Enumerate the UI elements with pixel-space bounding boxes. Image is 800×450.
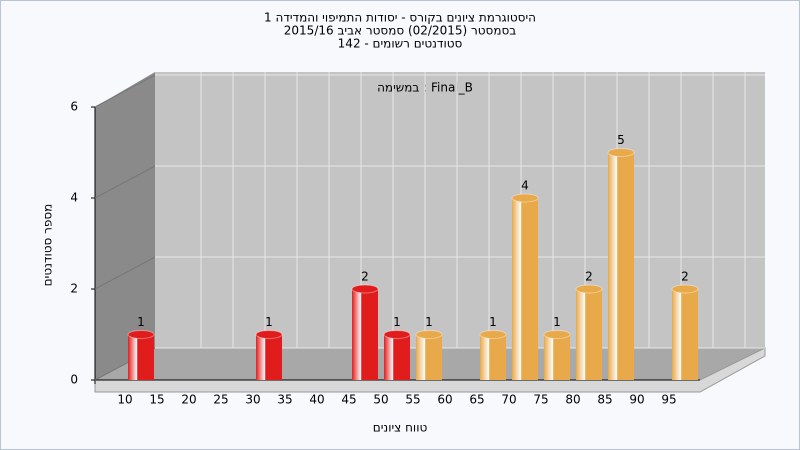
x-tick-label: 55	[405, 393, 420, 407]
value-label: 1	[489, 315, 497, 329]
bar-top	[671, 284, 699, 294]
grid-line	[94, 74, 156, 108]
x-tick-label: 65	[469, 393, 484, 407]
bar	[384, 334, 410, 380]
bar-group	[127, 330, 155, 380]
value-label: 2	[585, 270, 593, 284]
x-tick-label: 80	[565, 393, 580, 407]
grid-line	[94, 256, 156, 290]
bar	[128, 334, 154, 380]
x-tick-label: 85	[597, 393, 612, 407]
bar-group	[671, 284, 699, 380]
bar-top	[351, 284, 379, 294]
value-label: 1	[393, 315, 401, 329]
x-axis-label: טווח ציונים	[373, 421, 428, 435]
bar	[576, 289, 602, 380]
value-label: 1	[425, 315, 433, 329]
bar-group	[383, 330, 411, 380]
bar-group	[351, 284, 379, 380]
y-axis-label: מספר סטודנטים	[41, 204, 55, 287]
y-tick-label: 0	[70, 373, 78, 387]
bar-group	[575, 284, 603, 380]
bar-top	[415, 330, 443, 339]
x-tick-label: 50	[373, 393, 388, 407]
x-tick-label: 25	[213, 393, 228, 407]
y-tick-label: 2	[70, 282, 78, 296]
value-label: 2	[361, 270, 369, 284]
bar	[416, 334, 442, 380]
x-tick-label: 20	[181, 393, 196, 407]
bar-group	[607, 148, 635, 380]
x-tick-label: 75	[533, 393, 548, 407]
title-line: בסמסטר (02/2015) סמסטר אביב 2015/16	[284, 24, 516, 38]
grid-line	[94, 165, 156, 199]
bar-top	[607, 148, 635, 157]
bar	[480, 334, 506, 380]
title-line: היסטוגרמת ציונים בקורס - יסודות התמיפוי …	[264, 11, 536, 25]
x-tick-label: 45	[341, 393, 356, 407]
value-label: 2	[681, 270, 689, 284]
bar	[672, 289, 698, 380]
value-label: 5	[617, 133, 625, 147]
bar	[256, 334, 282, 380]
y-tick-label: 6	[70, 100, 78, 114]
bar-top	[127, 330, 155, 339]
bar-top	[543, 330, 571, 339]
x-tick-label: 15	[149, 393, 164, 407]
x-tick-label: 40	[309, 393, 324, 407]
bar-group	[479, 330, 507, 380]
value-label: 4	[521, 179, 529, 193]
bar-group	[255, 330, 283, 380]
bar-top	[255, 330, 283, 339]
bar	[352, 289, 378, 380]
bar	[608, 152, 634, 380]
value-label: 1	[553, 315, 561, 329]
x-tick-label: 10	[117, 393, 132, 407]
bar	[512, 198, 538, 380]
x-tick-label: 30	[245, 393, 260, 407]
x-tick-label: 70	[501, 393, 516, 407]
bar-top	[511, 193, 539, 203]
x-tick-label: 60	[437, 393, 452, 407]
left-wall	[95, 72, 155, 380]
y-tick-label: 4	[70, 191, 78, 205]
value-label: 1	[265, 315, 273, 329]
x-tick-label: 90	[629, 393, 644, 407]
bar-top	[575, 284, 603, 294]
bar-top	[383, 330, 411, 339]
bar-group	[415, 330, 443, 380]
bar	[544, 334, 570, 380]
bar-group	[543, 330, 571, 380]
title-line: סטודנטים רשומים - 142	[338, 37, 463, 51]
bar-group	[511, 193, 539, 380]
bar-top	[479, 330, 507, 339]
x-tick-label: 35	[277, 393, 292, 407]
x-tick-label: 95	[661, 393, 676, 407]
value-label: 1	[137, 315, 145, 329]
